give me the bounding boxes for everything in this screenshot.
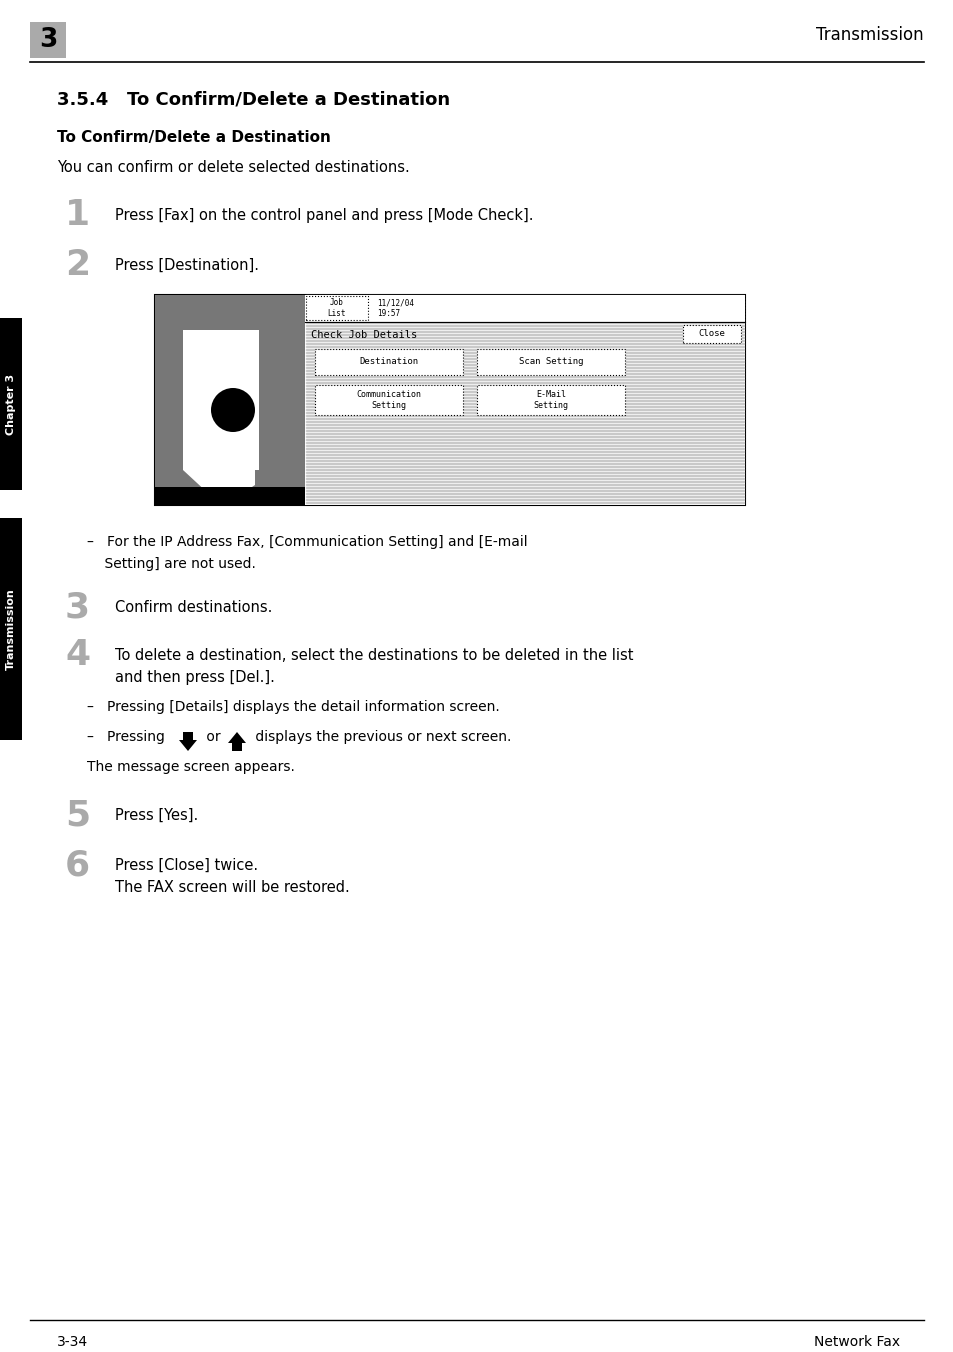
Text: The FAX screen will be restored.: The FAX screen will be restored. [115,880,350,895]
Text: 2: 2 [65,247,90,283]
Text: Transmission: Transmission [816,26,923,45]
Text: Communication
Setting: Communication Setting [356,389,421,410]
Bar [154,295,744,506]
Text: Check Job Details: Check Job Details [311,330,416,339]
Bar [314,385,462,415]
Text: To Confirm/Delete a Destination: To Confirm/Delete a Destination [57,130,331,145]
Text: Press [Fax] on the control panel and press [Mode Check].: Press [Fax] on the control panel and pre… [115,208,533,223]
Text: Press [Yes].: Press [Yes]. [115,808,198,823]
Bar [682,324,740,343]
Text: 11/12/04
19:57: 11/12/04 19:57 [376,299,414,318]
Text: Press [Destination].: Press [Destination]. [115,258,258,273]
Text: E-Mail
Setting: E-Mail Setting [533,389,568,410]
Text: 3: 3 [65,589,90,625]
Text: Transmission: Transmission [6,588,16,669]
Bar [0,518,22,740]
Polygon shape [228,731,246,744]
Bar [476,349,624,375]
Text: Press [Close] twice.: Press [Close] twice. [115,859,258,873]
Text: –   For the IP Address Fax, [Communication Setting] and [E-mail: – For the IP Address Fax, [Communication… [87,535,527,549]
Text: Network Fax: Network Fax [813,1334,899,1349]
Bar [306,296,368,320]
Bar [183,330,258,470]
Text: 3-34: 3-34 [57,1334,88,1349]
Text: You can confirm or delete selected destinations.: You can confirm or delete selected desti… [57,160,410,174]
Text: or: or [202,730,225,744]
Text: Scan Setting: Scan Setting [518,357,582,366]
Bar [30,22,66,58]
Bar [305,295,744,506]
Text: and then press [Del.].: and then press [Del.]. [115,671,274,685]
Text: 4: 4 [65,638,90,672]
Text: 3.5.4   To Confirm/Delete a Destination: 3.5.4 To Confirm/Delete a Destination [57,91,450,108]
Bar [154,295,305,506]
Text: Confirm destinations.: Confirm destinations. [115,600,273,615]
Text: 1: 1 [65,197,90,233]
Text: 6: 6 [65,848,90,882]
Text: The message screen appears.: The message screen appears. [87,760,294,773]
Text: To delete a destination, select the destinations to be deleted in the list: To delete a destination, select the dest… [115,648,633,662]
Text: Setting] are not used.: Setting] are not used. [87,557,255,571]
Text: Close: Close [698,330,724,338]
Text: 3: 3 [39,27,57,53]
Bar [154,487,305,506]
Polygon shape [183,470,254,495]
Bar [476,385,624,415]
Bar [314,349,462,375]
Text: Chapter 3: Chapter 3 [6,373,16,434]
Bar [0,318,22,489]
Circle shape [211,388,254,433]
Text: Job
List: Job List [328,299,346,318]
Polygon shape [179,740,196,750]
Text: –   Pressing [Details] displays the detail information screen.: – Pressing [Details] displays the detail… [87,700,499,714]
Bar [183,731,193,740]
Bar [305,295,744,320]
Bar [232,744,242,750]
Text: displays the previous or next screen.: displays the previous or next screen. [251,730,511,744]
Text: Destination: Destination [359,357,418,366]
Text: –   Pressing: – Pressing [87,730,169,744]
Text: 5: 5 [65,798,90,831]
